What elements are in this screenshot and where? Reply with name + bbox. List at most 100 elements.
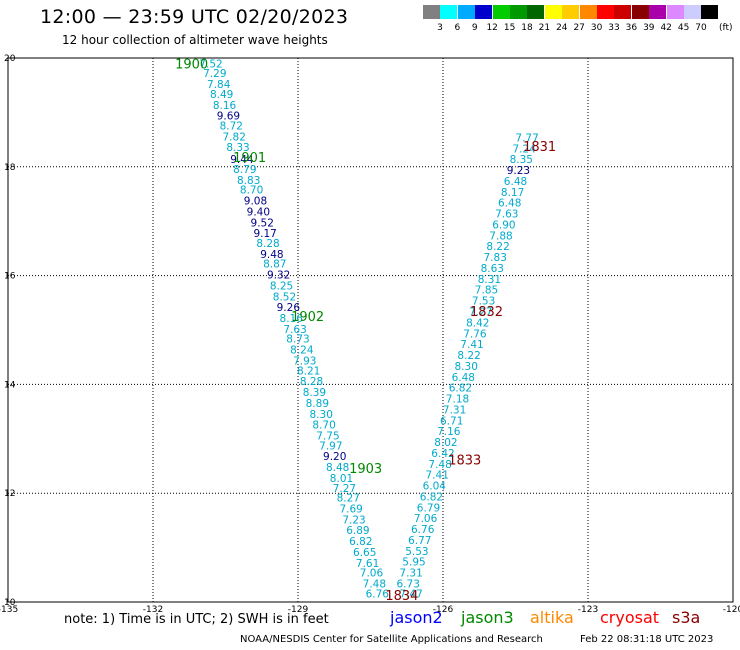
swh-value-label: 9.52 <box>251 217 274 229</box>
swh-value-label: 6.48 <box>504 176 527 188</box>
swh-value-label: 5.53 <box>405 546 428 558</box>
swh-value-label: 6.82 <box>420 491 443 503</box>
swh-value-label: 7.47 <box>399 588 422 600</box>
swh-value-label: 7.85 <box>475 285 498 297</box>
swh-value-label: 8.28 <box>256 238 279 250</box>
swh-value-label: 7.75 <box>316 431 339 443</box>
swh-value-label: 7.27 <box>469 307 492 319</box>
swh-value-label: 8.22 <box>486 241 509 253</box>
swh-value-label: 9.48 <box>260 249 283 261</box>
colorbar-label: 33 <box>608 23 620 33</box>
swh-value-label: 7.76 <box>463 328 487 340</box>
colorbar-swatch <box>614 5 632 19</box>
swh-value-label: 8.01 <box>330 473 353 485</box>
colorbar-label: 39 <box>643 23 655 33</box>
swh-value-label: 7.63 <box>495 209 518 221</box>
swh-value-label: 7.41 <box>426 470 449 482</box>
swh-value-label: 8.48 <box>326 462 349 474</box>
footer-timestamp: Feb 22 08:31:18 UTC 2023 <box>580 634 714 645</box>
x-tick-label: -126 <box>433 605 454 615</box>
swh-value-label: 8.42 <box>466 317 489 329</box>
swh-value-label: 7.63 <box>283 324 306 336</box>
swh-value-label: 8.27 <box>337 493 360 505</box>
swh-value-label: 6.82 <box>449 383 472 395</box>
swh-value-label: 6.65 <box>353 547 376 559</box>
swh-value-label: 7.48 <box>428 459 451 471</box>
swh-value-label: 7.41 <box>460 339 483 351</box>
swh-value-label: 8.87 <box>263 259 286 271</box>
time-label: 1901 <box>233 151 266 166</box>
colorbar-label: 36 <box>625 23 638 33</box>
swh-value-label: 9.17 <box>253 228 276 240</box>
swh-value-label: 9.26 <box>277 302 301 314</box>
colorbar-swatch <box>544 5 562 19</box>
swh-value-label: 8.21 <box>297 365 320 377</box>
swh-value-label: 6.90 <box>492 219 515 231</box>
colorbar-label: 27 <box>573 23 585 33</box>
time-label: 1903 <box>349 462 382 477</box>
swh-value-label: 8.52 <box>273 291 296 303</box>
swh-value-label: 7.29 <box>203 68 226 80</box>
chart-title: 12:00 — 23:59 UTC 02/20/2023 <box>40 6 349 28</box>
swh-value-label: 7.06 <box>360 568 384 580</box>
y-tick-label: 12 <box>4 489 15 499</box>
swh-value-label: 8.70 <box>240 185 263 197</box>
colorbar-label: 45 <box>677 23 690 33</box>
colorbar-swatch <box>631 5 649 19</box>
swh-value-label: 7.53 <box>472 296 495 308</box>
swh-value-label: 5.95 <box>402 557 425 569</box>
swh-value-label: 7.23 <box>342 514 365 526</box>
x-tick-label: -123 <box>578 605 598 615</box>
colorbar-swatch <box>666 5 684 19</box>
swh-value-label: 8.83 <box>237 175 260 187</box>
colorbar-label: 15 <box>503 23 516 33</box>
time-label: 1900 <box>175 57 208 72</box>
swh-value-label: 7.27 <box>333 483 356 495</box>
time-label: 1832 <box>470 305 503 320</box>
satellite-s3a: s3a <box>672 608 701 627</box>
swh-value-label: 7.93 <box>293 355 316 367</box>
satellite-cryosat: cryosat <box>600 608 660 627</box>
colorbar-swatch <box>510 5 527 19</box>
swh-value-label: 7.84 <box>207 79 231 91</box>
swh-value-label: 8.73 <box>286 334 309 346</box>
swh-value-label: 8.39 <box>303 387 326 399</box>
satellite-altika: altika <box>530 608 574 627</box>
footer-credit: NOAA/NESDIS Center for Satellite Applica… <box>240 634 543 645</box>
colorbar-swatch <box>684 5 701 19</box>
swh-value-label: 6.71 <box>440 415 463 427</box>
swh-value-label: 8.24 <box>290 345 314 357</box>
colorbar-swatch <box>527 5 545 19</box>
x-tick-label: -120 <box>723 605 740 615</box>
swh-value-label: 9.08 <box>244 196 267 208</box>
swh-value-label: 6.04 <box>423 481 447 493</box>
x-tick-label: -129 <box>288 605 309 615</box>
swh-value-label: 8.31 <box>478 274 501 286</box>
swh-value-label: 6.73 <box>397 579 420 591</box>
swh-value-label: 9.69 <box>217 111 240 123</box>
swh-value-label: 8.70 <box>312 420 335 432</box>
swh-value-label: 7.77 <box>515 132 538 144</box>
satellite-jason2: jason2 <box>390 608 443 627</box>
y-tick-label: 14 <box>4 380 16 390</box>
swh-value-label: 6.77 <box>408 535 431 547</box>
colorbar-label: 18 <box>521 23 533 33</box>
swh-value-label: 7.82 <box>223 131 246 143</box>
swh-value-label: 7.83 <box>484 252 507 264</box>
colorbar-swatch <box>423 5 440 19</box>
swh-value-label: 7.61 <box>356 558 379 570</box>
swh-value-label: 6.42 <box>431 448 454 460</box>
swh-value-label: 7.16 <box>437 426 461 438</box>
swh-value-label: 8.30 <box>455 361 478 373</box>
satellite-jason3: jason3 <box>461 608 514 627</box>
plot-frame <box>7 57 734 603</box>
time-label: 1833 <box>448 453 481 468</box>
swh-value-label: 8.72 <box>220 120 243 132</box>
y-tick-label: 10 <box>4 598 16 608</box>
colorbar-label: 42 <box>660 23 672 33</box>
colorbar-swatch <box>649 5 667 19</box>
swh-value-label: 7.31 <box>399 568 422 580</box>
swh-value-label: 8.02 <box>434 437 457 449</box>
swh-value-label: 7.31 <box>443 404 466 416</box>
colorbar-swatch <box>597 5 614 19</box>
